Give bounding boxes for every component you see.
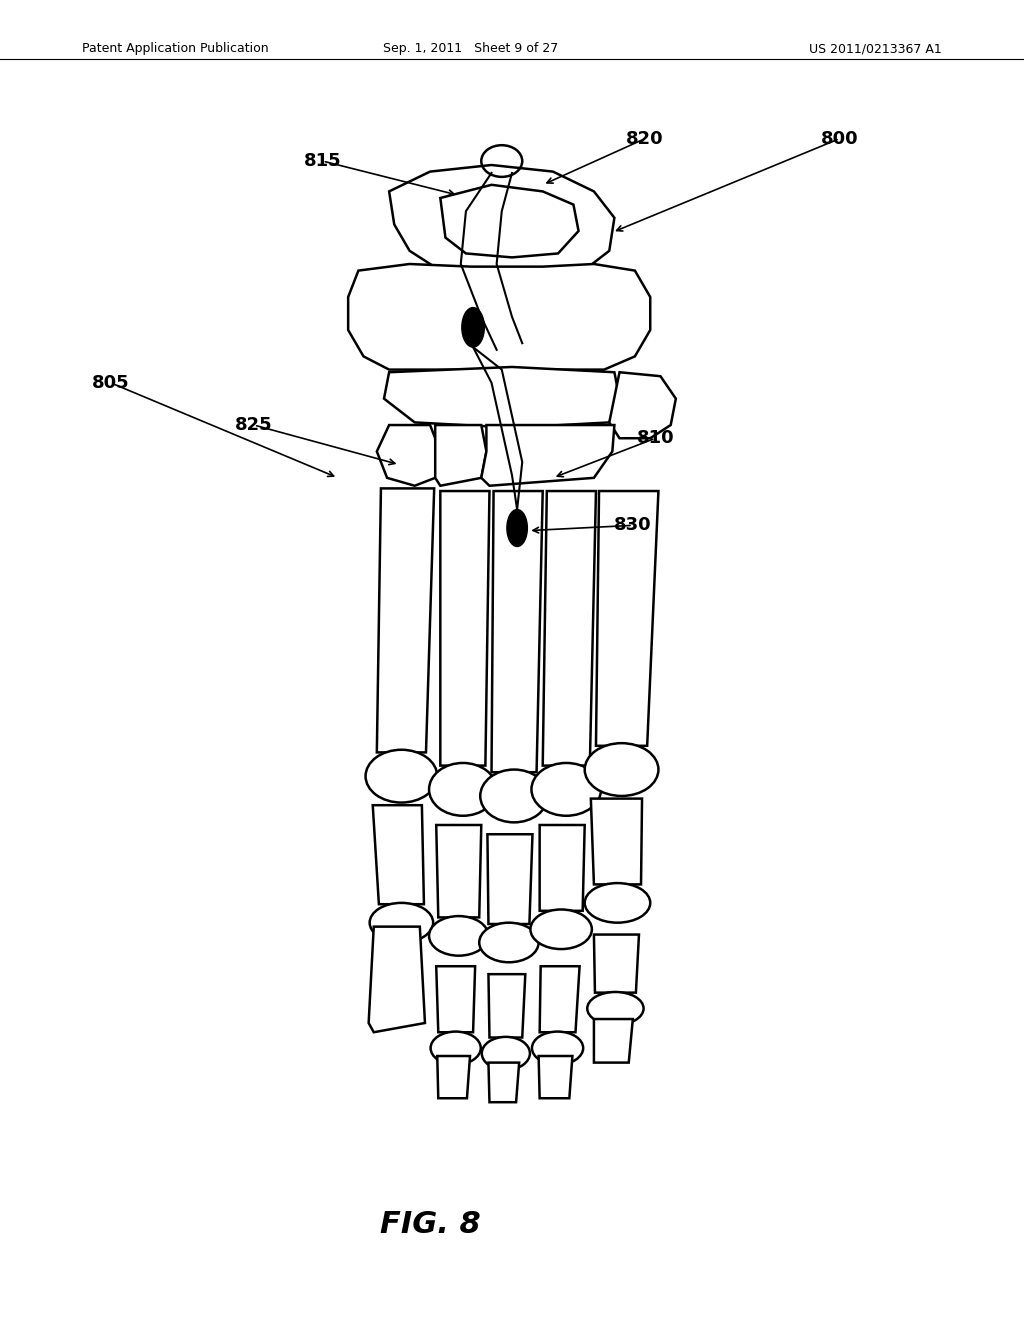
Text: Patent Application Publication: Patent Application Publication [82,42,268,55]
Ellipse shape [588,993,643,1024]
Text: 805: 805 [92,374,129,392]
Polygon shape [437,1056,470,1098]
Polygon shape [609,372,676,438]
Polygon shape [488,1063,519,1102]
Ellipse shape [585,883,650,923]
Text: 830: 830 [614,516,651,535]
Ellipse shape [585,743,658,796]
Ellipse shape [429,916,488,956]
Ellipse shape [532,1032,584,1064]
Polygon shape [377,488,434,752]
Text: 815: 815 [304,152,341,170]
Polygon shape [435,425,486,486]
Ellipse shape [370,903,433,942]
Ellipse shape [366,750,437,803]
Ellipse shape [429,763,497,816]
Polygon shape [384,367,620,428]
Ellipse shape [479,923,539,962]
Ellipse shape [462,308,484,347]
Ellipse shape [530,909,592,949]
Text: US 2011/0213367 A1: US 2011/0213367 A1 [809,42,942,55]
Ellipse shape [430,1032,481,1064]
Text: 820: 820 [627,129,664,148]
Polygon shape [492,491,543,772]
Polygon shape [488,974,525,1038]
Polygon shape [540,966,580,1032]
Polygon shape [596,491,658,746]
Polygon shape [487,834,532,924]
Ellipse shape [480,770,548,822]
Polygon shape [373,805,424,904]
Polygon shape [481,425,614,486]
Polygon shape [436,966,475,1032]
Ellipse shape [481,1038,530,1069]
Text: 810: 810 [637,429,674,447]
Text: FIG. 8: FIG. 8 [380,1210,480,1239]
Polygon shape [440,185,579,257]
Polygon shape [377,425,440,486]
Polygon shape [348,264,650,370]
Polygon shape [543,491,596,766]
Text: 825: 825 [236,416,272,434]
Polygon shape [594,1019,633,1063]
Ellipse shape [507,510,527,546]
Polygon shape [539,1056,572,1098]
Text: 800: 800 [821,129,858,148]
Polygon shape [440,491,489,766]
Polygon shape [389,165,614,277]
Text: Sep. 1, 2011   Sheet 9 of 27: Sep. 1, 2011 Sheet 9 of 27 [383,42,559,55]
Polygon shape [436,825,481,917]
Ellipse shape [531,763,601,816]
Polygon shape [594,935,639,993]
Polygon shape [591,799,642,884]
Polygon shape [540,825,585,911]
Polygon shape [369,927,425,1032]
